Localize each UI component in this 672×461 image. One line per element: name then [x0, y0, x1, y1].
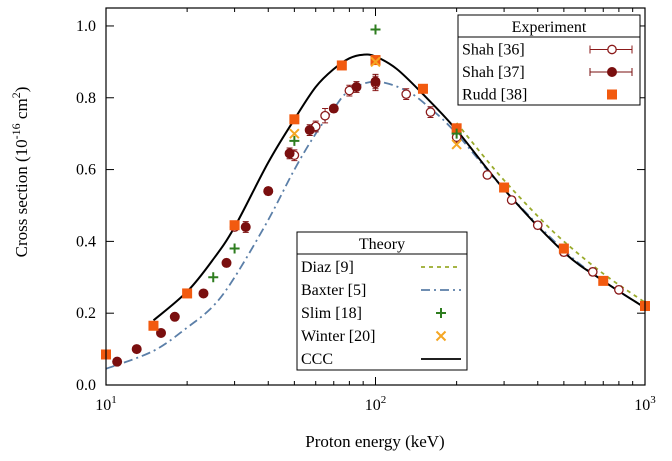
- y-tick-label: 1.0: [76, 18, 96, 35]
- point-shah-37: [284, 148, 295, 159]
- x-axis-label: Proton energy (keV): [305, 432, 444, 451]
- point-rudd-38: [598, 275, 609, 286]
- point-shah-36: [425, 107, 436, 117]
- point-shah-37: [240, 222, 251, 233]
- legend-label: CCC: [301, 351, 333, 368]
- legend-title: Theory: [359, 236, 405, 253]
- legend-label: Diaz [9]: [301, 259, 354, 276]
- legend-label: Winter [20]: [301, 328, 375, 345]
- legend-label: Shah [37]: [462, 64, 525, 81]
- point-shah-37: [198, 288, 209, 299]
- point-shah-37: [370, 76, 381, 87]
- plot-frame: [105, 7, 646, 386]
- tick-labels: 0.0 0.2 0.4 0.6 0.8 1.0 101 102 103: [76, 18, 656, 414]
- legend-title: Experiment: [512, 19, 587, 36]
- point-shah-36: [587, 267, 598, 277]
- point-rudd-38: [148, 320, 159, 331]
- legend-experiment: Experiment Shah [36] Shah [37] Rudd [38]: [457, 14, 641, 106]
- point-rudd-38: [289, 114, 300, 125]
- point-shah-36: [320, 110, 330, 121]
- point-slim-18: [451, 128, 462, 139]
- point-shah-36: [401, 89, 412, 100]
- point-shah-37: [304, 125, 315, 136]
- x-tick-label: 103: [634, 394, 656, 414]
- point-shah-37: [156, 327, 167, 338]
- point-shah-36: [614, 285, 624, 295]
- point-shah-36: [506, 195, 517, 205]
- point-rudd-38: [182, 288, 193, 299]
- point-winter-20: [370, 56, 381, 68]
- legend-marker: [607, 67, 617, 77]
- legend-label: Rudd [38]: [462, 87, 527, 104]
- legend-marker: [607, 89, 617, 100]
- point-shah-37: [221, 257, 232, 268]
- point-slim-18: [370, 24, 381, 35]
- point-slim-18: [289, 135, 300, 146]
- point-rudd-38: [417, 83, 428, 94]
- point-shah-37: [328, 103, 339, 114]
- series-line-diaz-9: [455, 122, 646, 304]
- y-axis-label: Cross section (10-16 cm2): [9, 87, 31, 258]
- x-tick-label: 101: [95, 394, 117, 414]
- legend-label: Slim [18]: [301, 305, 362, 322]
- point-shah-36: [482, 170, 493, 180]
- y-tick-label: 0.8: [76, 90, 96, 107]
- legend-theory: Theory Diaz [9] Baxter [5] Slim [18] Winter …: [296, 231, 468, 371]
- y-tick-label: 0.4: [76, 233, 96, 250]
- legend-marker: [607, 44, 617, 55]
- point-shah-36: [532, 220, 543, 231]
- point-slim-18: [208, 272, 219, 283]
- legend-label: Baxter [5]: [301, 282, 366, 299]
- point-shah-37: [351, 81, 362, 92]
- legend-marker: [435, 330, 447, 342]
- series-layer: [101, 24, 650, 370]
- point-rudd-38: [558, 243, 569, 254]
- point-shah-37: [263, 186, 274, 197]
- legend-label: Shah [36]: [462, 42, 525, 59]
- x-tick-label: 102: [365, 394, 387, 414]
- point-winter-20: [451, 139, 462, 150]
- point-rudd-38: [370, 55, 381, 66]
- point-winter-20: [289, 128, 300, 139]
- point-shah-37: [169, 311, 180, 322]
- y-tick-label: 0.2: [76, 305, 96, 322]
- y-tick-label: 0.0: [76, 377, 96, 394]
- y-tick-label: 0.6: [76, 162, 96, 179]
- point-slim-18: [229, 243, 240, 254]
- point-rudd-38: [499, 182, 510, 193]
- point-rudd-38: [229, 220, 240, 231]
- point-rudd-38: [336, 60, 347, 71]
- legend-marker: [436, 308, 446, 318]
- legend-box: [296, 231, 468, 371]
- point-shah-37: [131, 344, 142, 355]
- point-shah-37: [112, 356, 123, 367]
- point-rudd-38: [451, 123, 462, 134]
